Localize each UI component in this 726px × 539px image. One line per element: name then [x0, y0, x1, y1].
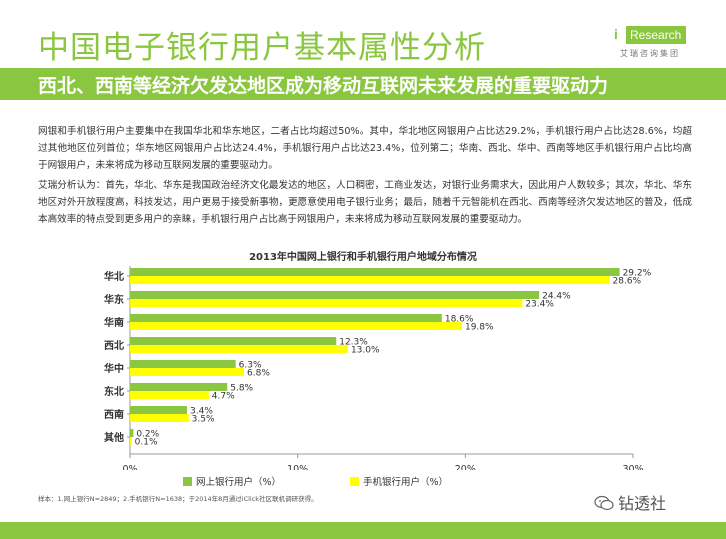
- sample-note: 样本：1.网上银行N=2849；2.手机银行N=1638；于2014年8月通过i…: [38, 495, 318, 503]
- data-label: 6.3%: [239, 361, 262, 371]
- bar-online: [130, 314, 442, 322]
- analysis-paragraph-2: 艾瑞分析认为：首先，华北、华东是我国政治经济文化最发达的地区，人口稠密，工商业发…: [38, 180, 692, 225]
- data-label: 3.4%: [190, 407, 213, 417]
- data-label: 29.2%: [623, 269, 652, 279]
- bar-mobile: [130, 368, 245, 376]
- bar-mobile: [130, 414, 189, 422]
- data-label: 18.6%: [445, 315, 474, 325]
- data-label: 6.8%: [247, 369, 270, 379]
- bar-online: [130, 360, 236, 368]
- legend-swatch-online-banking: [183, 477, 192, 486]
- brand-logo-i: i: [614, 26, 618, 42]
- bar-mobile: [130, 276, 610, 284]
- legend-swatch-mobile-banking: [350, 477, 359, 486]
- bar-online: [130, 383, 228, 391]
- data-label: 0.1%: [135, 438, 158, 448]
- category-label: 西北: [104, 339, 124, 352]
- data-label: 0.2%: [136, 430, 159, 440]
- bar-mobile: [130, 345, 348, 353]
- legend-item-mobile-banking: 手机银行用户（%）: [350, 474, 448, 488]
- category-label: 其他: [104, 431, 124, 444]
- legend-label-online-banking: 网上银行用户（%）: [196, 477, 282, 488]
- x-tick-label: 0%: [122, 464, 137, 470]
- category-label: 华东: [104, 293, 124, 306]
- bar-online: [130, 429, 134, 437]
- data-label: 19.8%: [465, 323, 494, 333]
- bar-online: [130, 406, 188, 414]
- brand-logo-subtitle: 艾瑞咨询集团: [620, 49, 680, 58]
- wechat-watermark: 钻透社: [594, 490, 666, 514]
- category-label: 华南: [104, 316, 124, 329]
- category-label: 华北: [104, 270, 124, 283]
- bar-mobile: [130, 322, 462, 330]
- x-tick-label: 20%: [455, 464, 476, 470]
- x-tick-label: 10%: [287, 464, 308, 470]
- data-label: 13.0%: [351, 346, 380, 356]
- bar-mobile: [130, 437, 132, 445]
- data-label: 24.4%: [542, 292, 571, 302]
- x-tick-label: 30%: [622, 464, 643, 470]
- category-label: 华中: [104, 362, 124, 375]
- data-label: 5.8%: [230, 384, 253, 394]
- bar-mobile: [130, 299, 523, 307]
- data-label: 4.7%: [212, 392, 235, 402]
- bar-online: [130, 337, 337, 345]
- bar-mobile: [130, 391, 209, 399]
- footer-bar: [0, 522, 726, 539]
- legend-label-mobile-banking: 手机银行用户（%）: [363, 477, 449, 488]
- category-label: 西南: [104, 408, 124, 421]
- brand-logo-text: Research: [626, 26, 686, 44]
- subtitle-banner: [0, 68, 726, 100]
- page-title: 中国电子银行用户基本属性分析: [38, 30, 486, 66]
- brand-logo: i Research 艾瑞咨询集团: [614, 26, 686, 70]
- data-label: 23.4%: [525, 300, 554, 310]
- category-label: 东北: [104, 385, 124, 398]
- wechat-label: 钻透社: [618, 494, 667, 513]
- wechat-icon: [594, 495, 614, 511]
- legend-item-online-banking: 网上银行用户（%）: [183, 474, 281, 488]
- bar-online: [130, 268, 620, 276]
- data-label: 12.3%: [339, 338, 368, 348]
- bar-chart: 华北 29.2%28.6% 华东 24.4%23.4% 华南 18.6%19.8% 西北 12…: [104, 266, 652, 470]
- chart-title: 2013年中国网上银行和手机银行用户地域分布情况: [249, 252, 477, 263]
- data-label: 28.6%: [613, 277, 642, 287]
- analysis-paragraph-1: 网银和手机银行用户主要集中在我国华北和华东地区，二者占比均超过50%。其中，华北…: [38, 126, 692, 171]
- data-label: 3.5%: [192, 415, 215, 425]
- bar-online: [130, 291, 540, 299]
- page-subtitle: 西北、西南等经济欠发达地区成为移动互联网未来发展的重要驱动力: [38, 75, 609, 97]
